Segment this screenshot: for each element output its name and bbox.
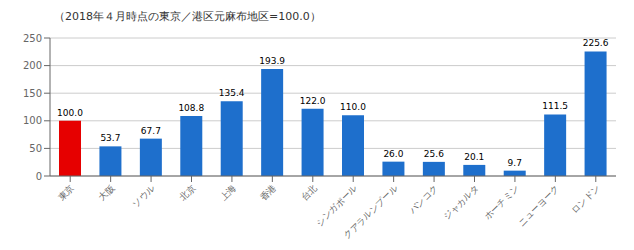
svg-text:25.6: 25.6 xyxy=(424,149,444,159)
svg-text:20.1: 20.1 xyxy=(464,152,484,162)
svg-text:108.8: 108.8 xyxy=(178,103,204,113)
svg-text:122.0: 122.0 xyxy=(300,96,326,106)
svg-text:ジャカルタ: ジャカルタ xyxy=(442,183,481,222)
svg-text:北京: 北京 xyxy=(178,183,198,203)
svg-text:50: 50 xyxy=(29,143,42,154)
svg-text:シンガポール: シンガポール xyxy=(314,183,359,228)
svg-text:111.5: 111.5 xyxy=(542,101,568,111)
svg-text:150: 150 xyxy=(23,88,42,99)
svg-text:ニューヨーク: ニューヨーク xyxy=(516,183,561,228)
svg-text:台北: 台北 xyxy=(299,183,319,203)
svg-text:クアラルンプール: クアラルンプール xyxy=(342,183,400,241)
svg-text:100.0: 100.0 xyxy=(57,108,83,118)
svg-text:ソウル: ソウル xyxy=(131,183,157,209)
svg-text:100: 100 xyxy=(23,115,42,126)
svg-text:225.6: 225.6 xyxy=(583,38,609,48)
svg-text:大阪: 大阪 xyxy=(97,183,117,203)
svg-text:香港: 香港 xyxy=(258,183,278,203)
svg-text:110.0: 110.0 xyxy=(340,102,366,112)
svg-text:135.4: 135.4 xyxy=(219,88,245,98)
svg-text:東京: 東京 xyxy=(56,183,76,203)
svg-text:250: 250 xyxy=(23,33,42,44)
svg-text:バンコク: バンコク xyxy=(407,183,440,216)
svg-text:9.7: 9.7 xyxy=(508,158,522,168)
svg-text:ロンドン: ロンドン xyxy=(569,183,602,216)
svg-text:67.7: 67.7 xyxy=(141,126,161,136)
svg-text:193.9: 193.9 xyxy=(259,56,285,66)
svg-text:26.0: 26.0 xyxy=(383,149,403,159)
svg-text:ホーチミン: ホーチミン xyxy=(482,183,521,222)
svg-text:200: 200 xyxy=(23,60,42,71)
svg-text:0: 0 xyxy=(36,171,42,182)
html-text:（2018年４月時点の東京／港区元麻布地区=100.0）: （2018年４月時点の東京／港区元麻布地区=100.0） xyxy=(54,10,321,23)
svg-text:53.7: 53.7 xyxy=(100,133,120,143)
svg-text:上海: 上海 xyxy=(218,183,238,203)
